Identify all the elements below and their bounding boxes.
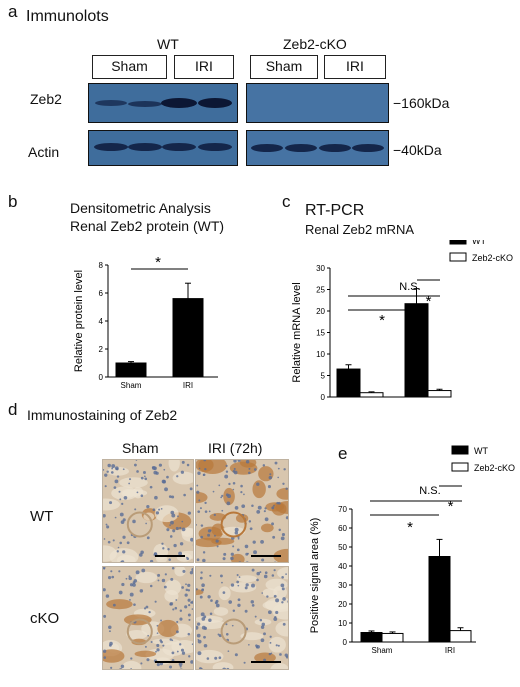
y-tick-label: 30 xyxy=(338,581,347,590)
y-tick-label: 10 xyxy=(338,619,347,628)
y-tick-label: 8 xyxy=(99,261,104,270)
micrograph-wt-sham xyxy=(102,459,194,563)
zeb2-wt-bands xyxy=(95,98,232,108)
scale-bar xyxy=(251,661,281,663)
y-tick-label: 10 xyxy=(316,350,325,359)
bar xyxy=(115,362,147,378)
y-tick-label: 20 xyxy=(338,600,347,609)
x-tick-label: Sham xyxy=(121,381,142,390)
blot-actin-wt xyxy=(88,130,238,166)
box-cko-iri: IRI xyxy=(324,55,386,79)
y-tick-label: 50 xyxy=(338,543,347,552)
bar xyxy=(359,392,384,398)
bar xyxy=(336,368,361,398)
actin-wt-bands xyxy=(94,143,232,151)
y-tick-label: 25 xyxy=(316,286,325,295)
micrograph-wt-iri xyxy=(195,459,289,563)
chart-e: 0 10 20 30 40 50 60 70 Positive signal area (%) S… xyxy=(309,445,515,655)
blot-title: Immunolots xyxy=(26,8,109,25)
marker-160kda: −160kDa xyxy=(393,95,450,111)
tissue-texture xyxy=(196,567,288,669)
bar xyxy=(428,556,451,643)
bar xyxy=(404,303,429,398)
row-label-cko: cKO xyxy=(30,610,60,627)
y-tick-label: 15 xyxy=(316,329,325,338)
legend-swatch xyxy=(451,445,469,455)
row-label-wt: WT xyxy=(30,508,54,525)
blot-zeb2-wt xyxy=(88,83,238,123)
y-tick-label: 60 xyxy=(338,524,347,533)
y-tick-label: 40 xyxy=(338,562,347,571)
panel-label-b: b xyxy=(8,192,18,211)
tissue-texture xyxy=(103,567,193,669)
legend-swatch xyxy=(449,240,467,245)
y-tick-label: 5 xyxy=(321,372,326,381)
tissue-texture xyxy=(103,460,193,562)
chart-b-subtitle: Renal Zeb2 protein (WT) xyxy=(70,218,225,234)
y-tick-label: 2 xyxy=(99,345,104,354)
bar xyxy=(427,390,452,398)
y-tick-label: 0 xyxy=(99,373,104,382)
legend-label: WT xyxy=(472,240,486,246)
scale-bar xyxy=(155,555,185,557)
y-tick-label: 20 xyxy=(316,307,325,316)
panel-label-c: c xyxy=(282,192,291,211)
legend-swatch xyxy=(451,462,469,472)
significance-marker: * xyxy=(407,519,413,536)
y-axis-label: Positive signal area (%) xyxy=(309,518,321,634)
bar xyxy=(381,632,404,643)
chart-c-title: RT-PCR xyxy=(305,202,365,219)
micrograph-cko-iri xyxy=(195,566,289,670)
row-label-actin: Actin xyxy=(28,144,60,160)
y-tick-label: 0 xyxy=(321,393,326,400)
x-tick-label: IRI xyxy=(445,646,455,655)
legend-label: Zeb2-cKO xyxy=(472,253,513,263)
blot-zeb2-cko xyxy=(246,83,389,123)
legend-label: WT xyxy=(474,446,488,456)
panel-label-e: e xyxy=(338,444,348,463)
bar xyxy=(172,298,204,378)
panel-label-d: d xyxy=(8,400,18,419)
box-wt-sham: Sham xyxy=(92,55,167,79)
box-cko-sham: Sham xyxy=(250,55,318,79)
y-tick-label: 30 xyxy=(316,264,325,273)
scale-bar xyxy=(251,555,281,557)
legend-swatch xyxy=(449,252,467,262)
micrograph-cko-sham xyxy=(102,566,194,670)
y-tick-label: 4 xyxy=(99,317,104,326)
y-axis-label: Relative mRNA level xyxy=(291,282,303,382)
bar xyxy=(449,630,472,643)
histo-title: Immunostaining of Zeb2 xyxy=(27,407,178,423)
y-tick-label: 0 xyxy=(343,638,348,647)
bar xyxy=(360,632,383,643)
chart-b: 0 2 4 6 8 Relative protein level Sham IRI * xyxy=(73,254,218,390)
y-axis-label: Relative protein level xyxy=(73,270,85,372)
legend-label: Zeb2-cKO xyxy=(474,463,515,473)
box-wt-iri: IRI xyxy=(174,55,234,79)
y-tick-label: 6 xyxy=(99,289,104,298)
row-label-zeb2: Zeb2 xyxy=(30,91,62,107)
x-tick-label: Sham xyxy=(372,646,393,655)
col-label-sham: Sham xyxy=(122,440,159,456)
significance-marker: * xyxy=(426,293,432,310)
significance-marker: * xyxy=(448,498,454,515)
significance-marker: * xyxy=(379,312,385,329)
panel-label-a: a xyxy=(8,2,18,21)
col-label-iri: IRI (72h) xyxy=(208,440,263,456)
group-label-wt: WT xyxy=(157,36,179,52)
significance-marker: * xyxy=(155,254,161,271)
scale-bar xyxy=(155,661,185,663)
y-tick-label: 70 xyxy=(338,505,347,514)
group-label-cko: Zeb2-cKO xyxy=(283,36,347,52)
actin-cko-bands xyxy=(251,144,384,152)
marker-40kda: −40kDa xyxy=(393,142,442,158)
significance-label: N.S. xyxy=(399,281,420,293)
blot-actin-cko xyxy=(246,130,389,166)
tissue-texture xyxy=(196,460,288,562)
x-tick-label: IRI xyxy=(183,381,193,390)
chart-b-title: Densitometric Analysis xyxy=(70,200,211,216)
chart-c-subtitle: Renal Zeb2 mRNA xyxy=(305,222,415,237)
significance-label: N.S. xyxy=(419,485,440,497)
